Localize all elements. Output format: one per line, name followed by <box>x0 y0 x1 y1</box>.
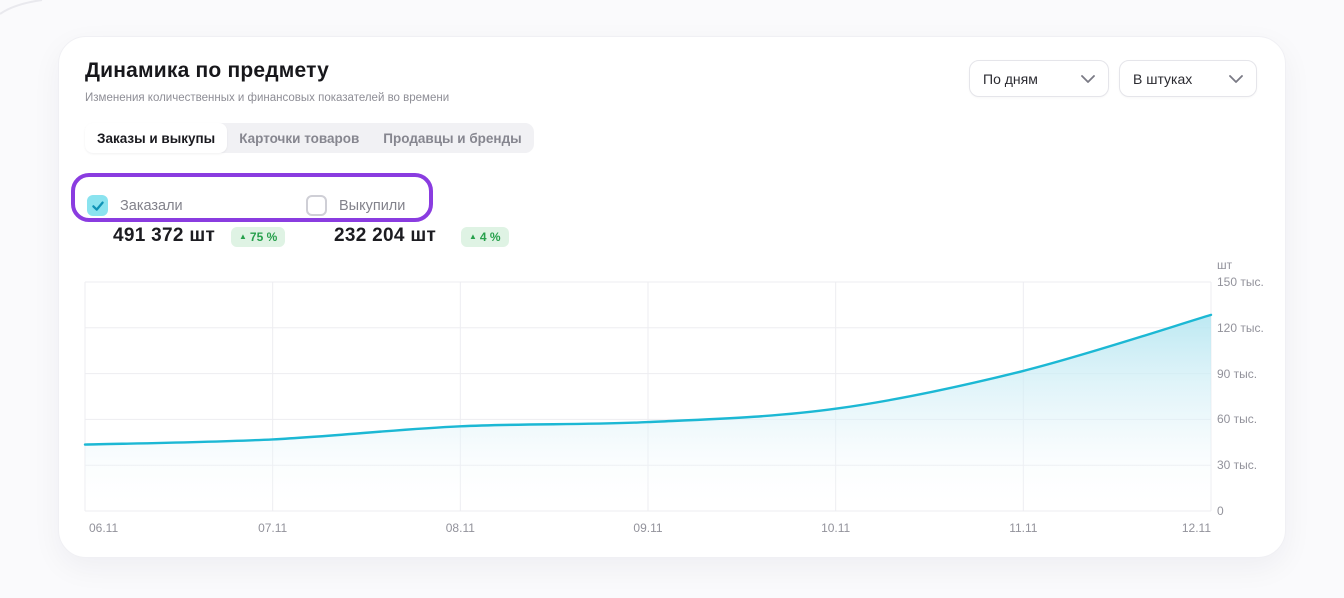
toggle-ordered[interactable]: Заказали <box>87 195 183 216</box>
toggle-bought-out-label: Выкупили <box>339 197 406 214</box>
bought-out-delta-value: 4 % <box>479 230 501 244</box>
x-tick-label: 12.11 <box>1181 521 1211 535</box>
y-axis-unit-label: шт <box>1217 258 1233 272</box>
chevron-down-icon <box>1081 74 1095 83</box>
y-tick-label: 30 тыс. <box>1217 458 1258 473</box>
x-tick-label: 10.11 <box>821 521 851 535</box>
x-tick-label: 07.11 <box>258 521 288 535</box>
toggle-ordered-label: Заказали <box>120 197 183 214</box>
page-subtitle: Изменения количественных и финансовых по… <box>85 92 450 104</box>
orders-line-chart: шт 150 тыс. 120 тыс. 90 тыс. 60 тыс. 30 тыс.… <box>83 258 1285 547</box>
y-tick-label: 0 <box>1217 504 1224 518</box>
trend-up-icon: ▲ <box>239 232 247 241</box>
chevron-down-icon <box>1229 74 1243 83</box>
dynamics-card: Динамика по предмету Изменения количеств… <box>58 36 1286 558</box>
stats-row: 491 372 шт ▲ 75 % 232 204 шт ▲ 4 % <box>59 225 1285 251</box>
series-toggle-highlight-box <box>71 173 433 222</box>
tab-product-cards[interactable]: Карточки товаров <box>239 130 360 146</box>
x-tick-label: 09.11 <box>633 521 663 535</box>
tab-bar: Заказы и выкупы Карточки товаров Продавц… <box>85 123 534 153</box>
bought-out-total-value: 232 204 шт <box>334 225 437 246</box>
page-title: Динамика по предмету <box>85 59 329 82</box>
tab-orders-and-buyouts[interactable]: Заказы и выкупы <box>85 123 228 153</box>
y-tick-label: 120 тыс. <box>1217 320 1264 335</box>
tab-sellers-and-brands[interactable]: Продавцы и бренды <box>383 130 522 146</box>
ordered-delta-badge: ▲ 75 % <box>231 227 286 247</box>
series-area-fill <box>85 314 1211 511</box>
toggle-bought-out[interactable]: Выкупили <box>306 195 405 216</box>
x-tick-label: 06.11 <box>89 521 119 535</box>
x-tick-label: 11.11 <box>1009 521 1038 535</box>
background-corner-decoration <box>0 0 43 15</box>
x-tick-label: 08.11 <box>445 521 475 535</box>
ordered-delta-value: 75 % <box>249 230 278 244</box>
y-tick-label: 60 тыс. <box>1217 412 1258 427</box>
units-dropdown-value: В штуках <box>1133 70 1193 87</box>
checkbox-checked-icon[interactable] <box>87 195 108 216</box>
period-dropdown-value: По дням <box>983 70 1038 87</box>
trend-up-icon: ▲ <box>469 232 477 241</box>
units-dropdown[interactable]: В штуках <box>1119 60 1257 97</box>
period-dropdown[interactable]: По дням <box>969 60 1109 97</box>
y-tick-label: 90 тыс. <box>1217 366 1258 381</box>
bought-out-delta-badge: ▲ 4 % <box>461 227 509 247</box>
y-tick-label: 150 тыс. <box>1217 275 1264 289</box>
series-line <box>83 313 1213 446</box>
chart-canvas[interactable] <box>83 281 1213 516</box>
ordered-total-value: 491 372 шт <box>113 225 216 246</box>
checkbox-unchecked-icon[interactable] <box>306 195 327 216</box>
